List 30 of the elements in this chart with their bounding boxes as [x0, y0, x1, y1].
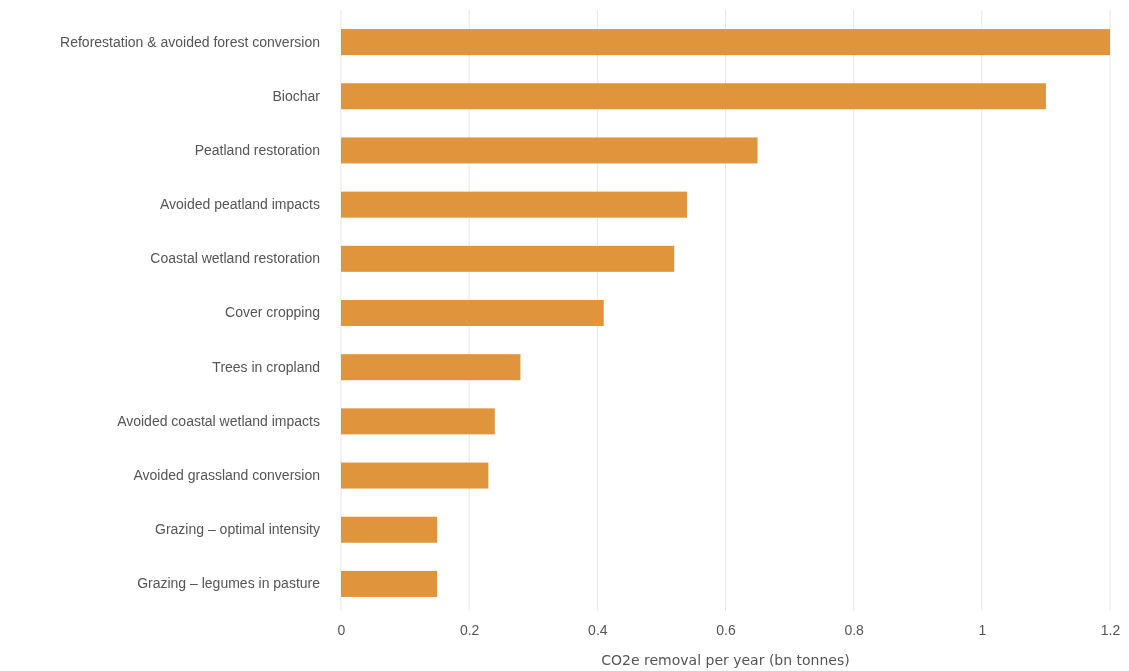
x-tick-label: 0.4 [588, 621, 608, 638]
x-axis-title: CO2e removal per year (bn tonnes) [601, 652, 850, 668]
bar [341, 191, 688, 218]
y-tick-label: Peatland restoration [194, 141, 320, 158]
bar [341, 570, 438, 597]
x-tick-label: 0.6 [716, 621, 736, 638]
y-tick-label: Trees in cropland [212, 358, 320, 375]
bar [341, 300, 604, 326]
x-tick-label: 0 [337, 621, 346, 638]
bar [341, 516, 438, 543]
x-tick-label: 1 [978, 621, 987, 638]
bar [341, 354, 521, 381]
y-tick-label: Avoided coastal wetland impacts [117, 412, 320, 429]
bar [341, 462, 489, 489]
y-tick-label: Cover cropping [225, 304, 320, 321]
y-tick-label: Grazing – legumes in pasture [137, 575, 321, 592]
y-tick-label: Reforestation & avoided forest conversion [60, 33, 320, 50]
x-tick-label: 0.8 [844, 621, 865, 638]
bar [341, 408, 495, 435]
bar [341, 245, 675, 272]
bar [341, 83, 1046, 110]
y-tick-label: Avoided peatland impacts [159, 196, 320, 213]
bar [341, 29, 1110, 56]
y-tick-label: Coastal wetland restoration [150, 250, 320, 267]
y-tick-label: Biochar [272, 87, 321, 104]
bar [341, 137, 758, 164]
y-tick-label: Grazing – optimal intensity [155, 521, 320, 538]
y-tick-label: Avoided grassland conversion [133, 467, 320, 484]
x-tick-label: 0.2 [459, 621, 480, 638]
x-tick-label: 1.2 [1100, 621, 1121, 638]
